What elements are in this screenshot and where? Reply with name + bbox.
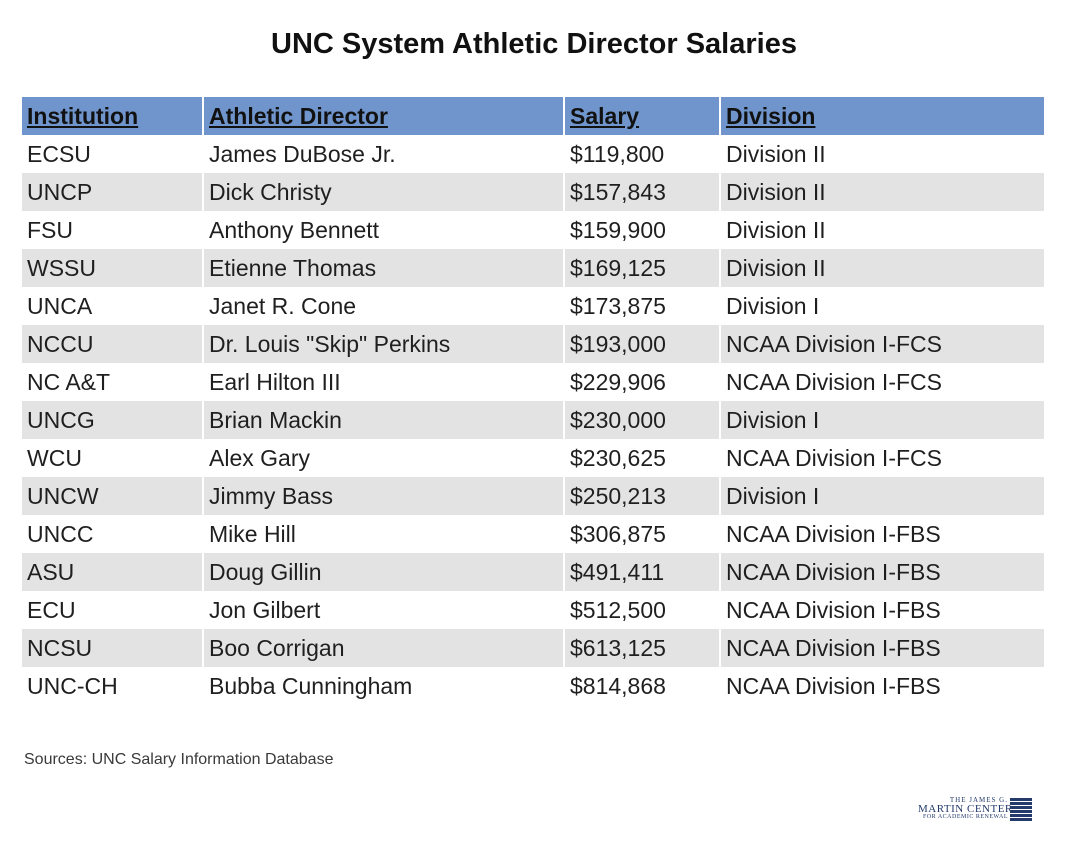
cell-athletic-director: Dr. Louis "Skip" Perkins: [202, 325, 564, 363]
cell-salary: $613,125: [563, 629, 720, 667]
cell-athletic-director: Jimmy Bass: [202, 477, 564, 515]
cell-athletic-director: Janet R. Cone: [202, 287, 564, 325]
cell-salary: $306,875: [563, 515, 720, 553]
cell-institution: ASU: [22, 553, 203, 591]
cell-athletic-director: Anthony Bennett: [202, 211, 564, 249]
cell-salary: $119,800: [563, 135, 720, 173]
cell-salary: $512,500: [563, 591, 720, 629]
cell-division: NCAA Division I-FBS: [719, 667, 1044, 705]
table-header-row: Institution Athletic Director Salary Div…: [22, 97, 1044, 135]
salary-table: Institution Athletic Director Salary Div…: [22, 97, 1044, 705]
table-row: UNCA Janet R. Cone $173,875 Division I: [22, 287, 1044, 325]
table-body: ECSU James DuBose Jr. $119,800 Division II U…: [22, 135, 1044, 705]
books-icon: [1010, 798, 1032, 822]
table-row: NCSU Boo Corrigan $613,125 NCAA Division I-…: [22, 629, 1044, 667]
cell-division: NCAA Division I-FBS: [719, 629, 1044, 667]
table-row: UNCP Dick Christy $157,843 Division II: [22, 173, 1044, 211]
cell-salary: $159,900: [563, 211, 720, 249]
cell-institution: ECU: [22, 591, 203, 629]
cell-salary: $229,906: [563, 363, 720, 401]
column-header-salary: Salary: [563, 97, 720, 135]
column-header-institution: Institution: [22, 97, 203, 135]
cell-salary: $491,411: [563, 553, 720, 591]
cell-institution: UNCP: [22, 173, 203, 211]
logo-text-line3: FOR ACADEMIC RENEWAL: [922, 814, 1008, 820]
cell-division: NCAA Division I-FCS: [719, 363, 1044, 401]
cell-salary: $230,625: [563, 439, 720, 477]
table-row: UNCG Brian Mackin $230,000 Division I: [22, 401, 1044, 439]
cell-institution: UNCW: [22, 477, 203, 515]
logo-text-line2: MARTIN CENTER: [918, 803, 1013, 815]
cell-institution: WSSU: [22, 249, 203, 287]
table-row: WCU Alex Gary $230,625 NCAA Division I-FCS: [22, 439, 1044, 477]
cell-institution: WCU: [22, 439, 203, 477]
page-title: UNC System Athletic Director Salaries: [271, 28, 797, 60]
cell-institution: NCSU: [22, 629, 203, 667]
cell-division: NCAA Division I-FCS: [719, 325, 1044, 363]
cell-institution: FSU: [22, 211, 203, 249]
table-row: ASU Doug Gillin $491,411 NCAA Division I-FB…: [22, 553, 1044, 591]
table-row: ECSU James DuBose Jr. $119,800 Division II: [22, 135, 1044, 173]
cell-athletic-director: Bubba Cunningham: [202, 667, 564, 705]
cell-institution: UNCG: [22, 401, 203, 439]
cell-athletic-director: Earl Hilton III: [202, 363, 564, 401]
cell-athletic-director: Mike Hill: [202, 515, 564, 553]
cell-athletic-director: Brian Mackin: [202, 401, 564, 439]
cell-institution: ECSU: [22, 135, 203, 173]
cell-salary: $814,868: [563, 667, 720, 705]
table-row: NC A&T Earl Hilton III $229,906 NCAA Divisi…: [22, 363, 1044, 401]
table-row: UNCW Jimmy Bass $250,213 Division I: [22, 477, 1044, 515]
cell-division: Division I: [719, 477, 1044, 515]
cell-salary: $230,000: [563, 401, 720, 439]
cell-athletic-director: Boo Corrigan: [202, 629, 564, 667]
cell-salary: $250,213: [563, 477, 720, 515]
cell-athletic-director: Jon Gilbert: [202, 591, 564, 629]
source-note: Sources: UNC Salary Information Database: [24, 751, 334, 768]
table-row: UNC-CH Bubba Cunningham $814,868 NCAA Divis…: [22, 667, 1044, 705]
cell-institution: UNCC: [22, 515, 203, 553]
column-header-division: Division: [719, 97, 1044, 135]
cell-athletic-director: Alex Gary: [202, 439, 564, 477]
cell-institution: UNC-CH: [22, 667, 203, 705]
logo-text-line1: THE JAMES G.: [949, 796, 1008, 804]
cell-salary: $169,125: [563, 249, 720, 287]
table-row: UNCC Mike Hill $306,875 NCAA Division I-FBS: [22, 515, 1044, 553]
cell-institution: NCCU: [22, 325, 203, 363]
cell-salary: $173,875: [563, 287, 720, 325]
cell-division: Division II: [719, 173, 1044, 211]
cell-division: Division II: [719, 249, 1044, 287]
cell-division: Division I: [719, 401, 1044, 439]
cell-institution: NC A&T: [22, 363, 203, 401]
cell-division: NCAA Division I-FBS: [719, 591, 1044, 629]
cell-division: Division II: [719, 135, 1044, 173]
cell-salary: $193,000: [563, 325, 720, 363]
cell-division: NCAA Division I-FBS: [719, 515, 1044, 553]
cell-athletic-director: James DuBose Jr.: [202, 135, 564, 173]
cell-athletic-director: Etienne Thomas: [202, 249, 564, 287]
cell-athletic-director: Doug Gillin: [202, 553, 564, 591]
cell-institution: UNCA: [22, 287, 203, 325]
column-header-athletic-director: Athletic Director: [202, 97, 564, 135]
martin-center-logo: THE JAMES G. MARTIN CENTER FOR ACADEMIC …: [918, 796, 1036, 824]
table-row: NCCU Dr. Louis "Skip" Perkins $193,000 NCAA…: [22, 325, 1044, 363]
table-row: WSSU Etienne Thomas $169,125 Division II: [22, 249, 1044, 287]
cell-athletic-director: Dick Christy: [202, 173, 564, 211]
cell-salary: $157,843: [563, 173, 720, 211]
cell-division: NCAA Division I-FCS: [719, 439, 1044, 477]
table-row: ECU Jon Gilbert $512,500 NCAA Division I-FB…: [22, 591, 1044, 629]
cell-division: Division I: [719, 287, 1044, 325]
table-row: FSU Anthony Bennett $159,900 Division II: [22, 211, 1044, 249]
cell-division: Division II: [719, 211, 1044, 249]
cell-division: NCAA Division I-FBS: [719, 553, 1044, 591]
